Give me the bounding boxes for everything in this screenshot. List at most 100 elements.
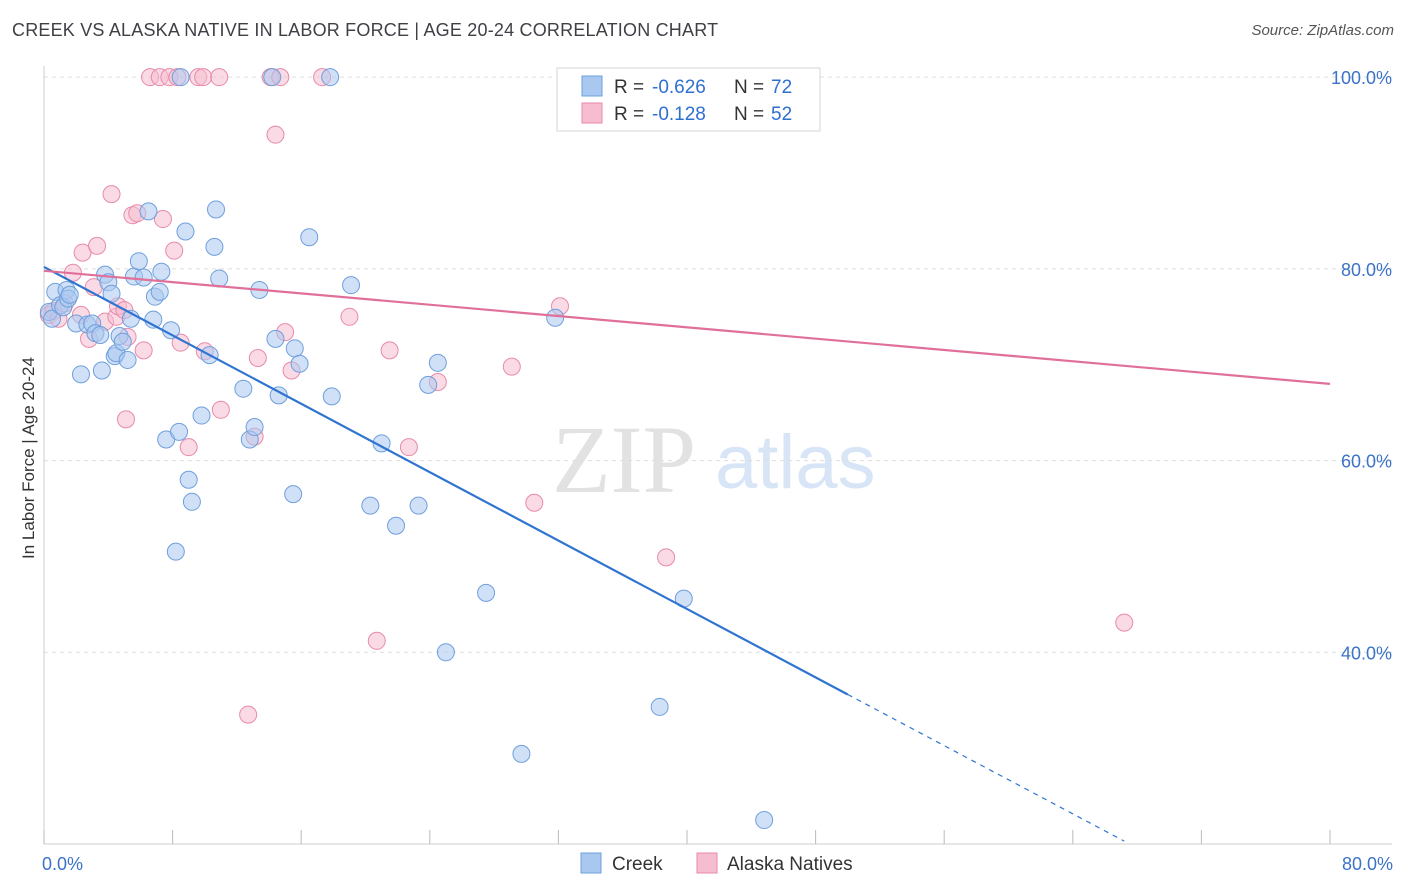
creek-trend-line	[43, 265, 849, 696]
alaska-point-9	[88, 236, 107, 255]
y-tick-labels: 40.0% 60.0% 80.0% 100.0%	[1331, 68, 1392, 663]
alaska-point-15	[116, 410, 135, 429]
creek-point-71	[755, 811, 774, 830]
alaska-point-43	[367, 631, 386, 650]
axes	[43, 66, 1392, 845]
creek-point-47	[245, 418, 264, 437]
y-tick-label-40: 40.0%	[1341, 643, 1392, 663]
creek-point-14	[92, 361, 111, 380]
creek-point-68	[546, 308, 565, 327]
watermark-atlas: atlas	[715, 420, 876, 505]
stats-r-value-alaska: -0.128	[652, 104, 706, 125]
creek-point-39	[182, 492, 201, 511]
stats-n-value-creek: 72	[771, 77, 792, 98]
stats-n-label-creek: N =	[734, 77, 764, 98]
stats-swatch-creek	[581, 75, 603, 97]
alaska-point-50	[657, 548, 676, 567]
alaska-point-29	[194, 68, 213, 87]
creek-point-31	[152, 262, 171, 281]
stats-n-label-alaska: N =	[734, 104, 764, 125]
creek-point-56	[321, 68, 340, 87]
creek-point-69	[650, 697, 669, 716]
alaska-point-48	[525, 493, 544, 512]
creek-point-62	[409, 496, 428, 515]
creek-point-42	[205, 237, 224, 256]
stats-r-value-creek: -0.626	[652, 77, 706, 98]
alaska-point-24	[165, 241, 184, 260]
creek-point-35	[170, 422, 189, 441]
stats-n-value-alaska: 52	[771, 104, 792, 125]
legend-label-alaska: Alaska Natives	[727, 854, 853, 875]
creek-point-57	[322, 387, 341, 406]
creek-point-58	[342, 276, 361, 295]
creek-point-59	[361, 496, 380, 515]
legend-swatch-alaska	[696, 852, 718, 874]
creek-point-55	[300, 228, 319, 247]
creek-point-64	[428, 353, 447, 372]
alaska-point-35	[248, 349, 267, 368]
alaska-point-31	[210, 68, 229, 87]
stats-r-label-alaska: R =	[614, 104, 644, 125]
chart-title: CREEK VS ALASKA NATIVE IN LABOR FORCE | …	[12, 20, 719, 40]
alaska-point-32	[211, 400, 230, 419]
creek-point-61	[387, 516, 406, 535]
alaska-point-33	[239, 705, 258, 724]
alaska-point-51	[1115, 613, 1134, 632]
alaska-point-11	[102, 185, 121, 204]
trend-lines	[43, 265, 1331, 842]
creek-point-54	[290, 354, 309, 373]
creek-point-30	[150, 282, 169, 301]
x-tick-label-min: 0.0%	[42, 854, 83, 874]
creek-point-27	[139, 202, 158, 221]
creek-point-26	[134, 268, 153, 287]
alaska-point-19	[134, 341, 153, 360]
y-tick-label-80: 80.0%	[1341, 260, 1392, 280]
creek-point-63	[419, 375, 438, 394]
creek-point-1	[43, 309, 62, 328]
creek-point-49	[263, 68, 282, 87]
data-points	[39, 68, 1134, 830]
y-tick-label-60: 60.0%	[1341, 452, 1392, 472]
creek-point-65	[436, 643, 455, 662]
legend-label-creek: Creek	[612, 854, 663, 875]
creek-point-52	[284, 485, 303, 504]
stats-swatch-alaska	[581, 102, 603, 124]
alaska-point-37	[266, 125, 285, 144]
alaska-point-45	[399, 438, 418, 457]
creek-point-38	[179, 470, 198, 489]
creek-point-25	[129, 252, 148, 271]
creek-point-43	[207, 200, 226, 219]
gridlines	[44, 76, 1392, 653]
alaska-point-22	[153, 210, 172, 229]
creek-point-45	[234, 379, 253, 398]
series-legend: Creek Alaska Natives	[580, 852, 853, 875]
alaska-point-44	[380, 341, 399, 360]
creek-point-21	[113, 332, 132, 351]
x-tick-label-max: 80.0%	[1342, 854, 1393, 874]
creek-point-9	[71, 365, 90, 384]
stats-r-label-creek: R =	[614, 77, 644, 98]
alaska-point-27	[179, 438, 198, 457]
x-tick-labels: 0.0% 80.0%	[42, 854, 1393, 874]
legend-swatch-creek	[580, 852, 602, 874]
watermark-zip: ZIP	[552, 406, 696, 513]
creek-point-36	[171, 68, 190, 87]
creek-point-40	[192, 406, 211, 425]
alaska-point-47	[502, 357, 521, 376]
y-tick-label-100: 100.0%	[1331, 68, 1392, 88]
creek-point-53	[285, 339, 304, 358]
alaska-trend-line	[43, 269, 1331, 385]
creek-point-66	[477, 583, 496, 602]
creek-point-67	[512, 744, 531, 763]
creek-point-50	[266, 329, 285, 348]
stats-legend: R = -0.626 N = 72 R = -0.128 N = 52	[556, 67, 821, 132]
creek-point-13	[91, 326, 110, 345]
creek-point-22	[118, 350, 137, 369]
creek-point-37	[176, 222, 195, 241]
source-credit: Source: ZipAtlas.com	[1251, 22, 1394, 39]
creek-trend-extension	[847, 693, 1125, 842]
creek-point-44	[210, 269, 229, 288]
y-axis-label: In Labor Force | Age 20-24	[19, 357, 38, 559]
creek-point-7	[60, 285, 79, 304]
